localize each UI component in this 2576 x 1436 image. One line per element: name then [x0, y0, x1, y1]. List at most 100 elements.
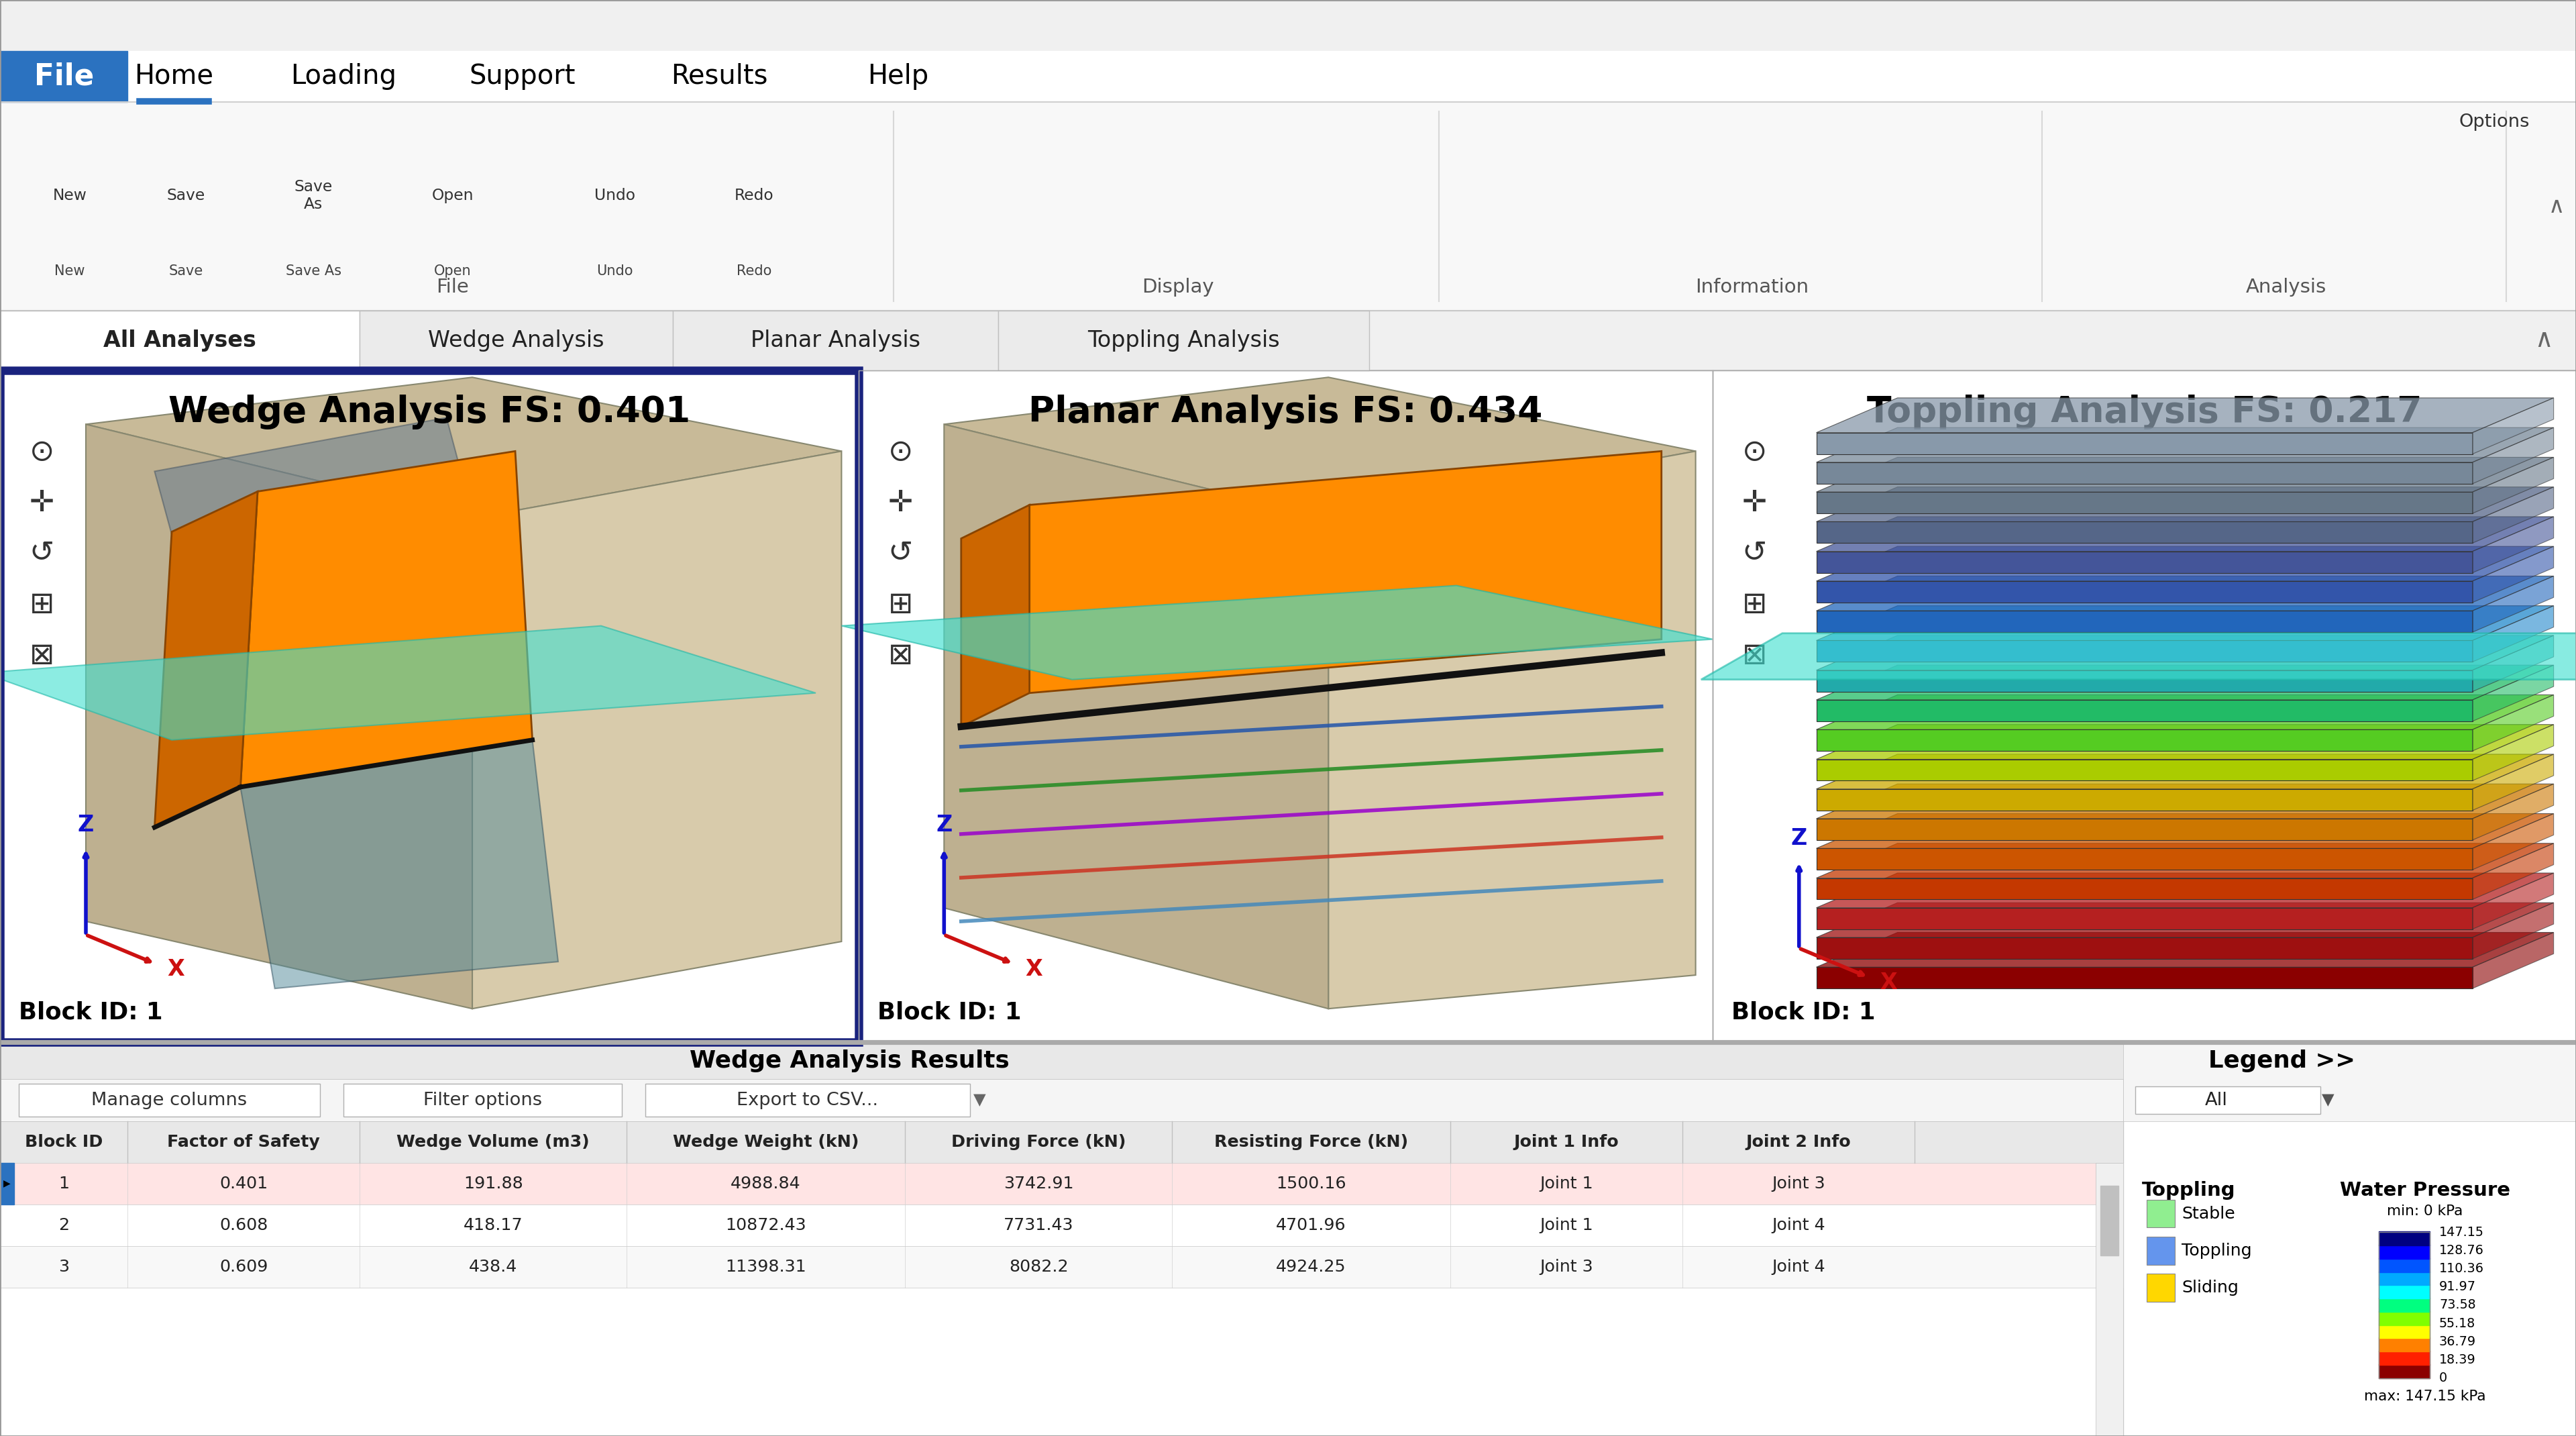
Text: 0: 0 — [2439, 1371, 2447, 1384]
Text: ✛: ✛ — [1741, 488, 1767, 517]
Polygon shape — [1816, 932, 2553, 966]
Polygon shape — [85, 424, 471, 1008]
Polygon shape — [1816, 576, 2553, 610]
Text: Joint 2 Info: Joint 2 Info — [1747, 1134, 1852, 1150]
Bar — [0, 0, 2576, 50]
Text: Joint 4: Joint 4 — [1772, 1259, 1826, 1275]
Text: ⊞: ⊞ — [1741, 590, 1767, 619]
Text: Joint 1: Joint 1 — [1540, 1176, 1592, 1192]
Polygon shape — [2473, 814, 2553, 870]
Text: max: 147.15 kPa: max: 147.15 kPa — [2365, 1390, 2486, 1403]
Polygon shape — [2473, 665, 2553, 721]
Polygon shape — [1816, 462, 2473, 484]
Text: 2: 2 — [59, 1218, 70, 1234]
Text: 4924.25: 4924.25 — [1275, 1259, 1347, 1275]
Text: Factor of Safety: Factor of Safety — [167, 1134, 319, 1150]
Bar — [2123, 1043, 2576, 1436]
Polygon shape — [240, 740, 559, 988]
Bar — [0, 0, 2576, 50]
Text: ⊠: ⊠ — [889, 640, 912, 669]
Polygon shape — [1816, 606, 2553, 640]
Polygon shape — [1816, 493, 2473, 514]
Text: All: All — [2205, 1091, 2228, 1109]
Polygon shape — [155, 418, 533, 787]
Polygon shape — [1816, 665, 2553, 699]
Bar — [0, 1122, 2123, 1163]
Polygon shape — [1816, 610, 2473, 632]
Polygon shape — [1816, 760, 2473, 781]
Text: 4701.96: 4701.96 — [1275, 1218, 1347, 1234]
Polygon shape — [1816, 754, 2553, 788]
Polygon shape — [842, 586, 1713, 679]
Text: 4988.84: 4988.84 — [732, 1176, 801, 1192]
Text: ↺: ↺ — [1741, 538, 1767, 569]
Bar — [0, 1163, 2123, 1205]
Text: Joint 3: Joint 3 — [1772, 1176, 1826, 1192]
Text: X: X — [1025, 959, 1043, 981]
Bar — [2378, 1245, 2429, 1259]
Text: Planar Analysis: Planar Analysis — [750, 329, 920, 352]
Text: 11398.31: 11398.31 — [726, 1259, 806, 1275]
Bar — [18, 1084, 319, 1116]
Bar — [2378, 1298, 2429, 1311]
Bar — [0, 1080, 2123, 1122]
Text: New: New — [54, 264, 85, 279]
Polygon shape — [1816, 814, 2553, 849]
Polygon shape — [1816, 849, 2473, 870]
Text: ▼: ▼ — [974, 1093, 987, 1109]
Bar — [858, 370, 1713, 1043]
Text: 3: 3 — [59, 1259, 70, 1275]
Bar — [0, 1043, 2123, 1436]
Bar — [361, 310, 672, 370]
Polygon shape — [1816, 699, 2473, 721]
Text: Toppling: Toppling — [2182, 1242, 2251, 1259]
Bar — [672, 310, 997, 370]
Text: Z: Z — [1790, 827, 1808, 850]
Polygon shape — [1816, 517, 2553, 551]
Polygon shape — [1816, 873, 2553, 908]
Polygon shape — [85, 378, 842, 518]
Text: Analysis: Analysis — [2246, 277, 2326, 296]
Text: Information: Information — [1695, 277, 1808, 296]
Text: Support: Support — [469, 63, 574, 90]
Text: ▶: ▶ — [3, 1179, 10, 1188]
Text: File: File — [33, 62, 93, 90]
Polygon shape — [1816, 877, 2473, 899]
Text: ⊠: ⊠ — [1741, 640, 1767, 669]
Text: 191.88: 191.88 — [464, 1176, 523, 1192]
Bar — [0, 310, 2576, 370]
Text: Water Pressure: Water Pressure — [2339, 1182, 2512, 1200]
Text: 147.15: 147.15 — [2439, 1226, 2483, 1239]
Text: Wedge Analysis FS: 0.401: Wedge Analysis FS: 0.401 — [167, 395, 690, 429]
Bar — [0, 370, 858, 1043]
Bar — [997, 310, 1370, 370]
Text: Options: Options — [2460, 113, 2530, 131]
Polygon shape — [2473, 754, 2553, 810]
Text: ⊞: ⊞ — [28, 590, 54, 619]
Text: Filter options: Filter options — [422, 1091, 541, 1109]
Polygon shape — [1816, 432, 2473, 454]
Polygon shape — [1816, 487, 2553, 521]
Bar — [644, 1084, 971, 1116]
Polygon shape — [1816, 398, 2553, 432]
Polygon shape — [2473, 398, 2553, 454]
Text: 128.76: 128.76 — [2439, 1244, 2483, 1256]
Text: 438.4: 438.4 — [469, 1259, 518, 1275]
Polygon shape — [1816, 938, 2473, 959]
Text: Toppling Analysis: Toppling Analysis — [1087, 329, 1280, 352]
Text: Export to CSV...: Export to CSV... — [737, 1091, 878, 1109]
Text: Redo: Redo — [734, 188, 773, 204]
Text: 10872.43: 10872.43 — [726, 1218, 806, 1234]
Polygon shape — [1816, 966, 2473, 988]
Text: Joint 1 Info: Joint 1 Info — [1515, 1134, 1620, 1150]
Polygon shape — [1030, 451, 1662, 694]
Polygon shape — [471, 451, 842, 1008]
Bar — [858, 370, 1713, 1043]
Text: Joint 4: Joint 4 — [1772, 1218, 1826, 1234]
Text: 418.17: 418.17 — [464, 1218, 523, 1234]
Text: 55.18: 55.18 — [2439, 1317, 2476, 1330]
Text: 91.97: 91.97 — [2439, 1281, 2476, 1294]
Text: Save: Save — [167, 188, 206, 204]
Bar — [2123, 1043, 2576, 1122]
Text: New: New — [52, 188, 88, 204]
